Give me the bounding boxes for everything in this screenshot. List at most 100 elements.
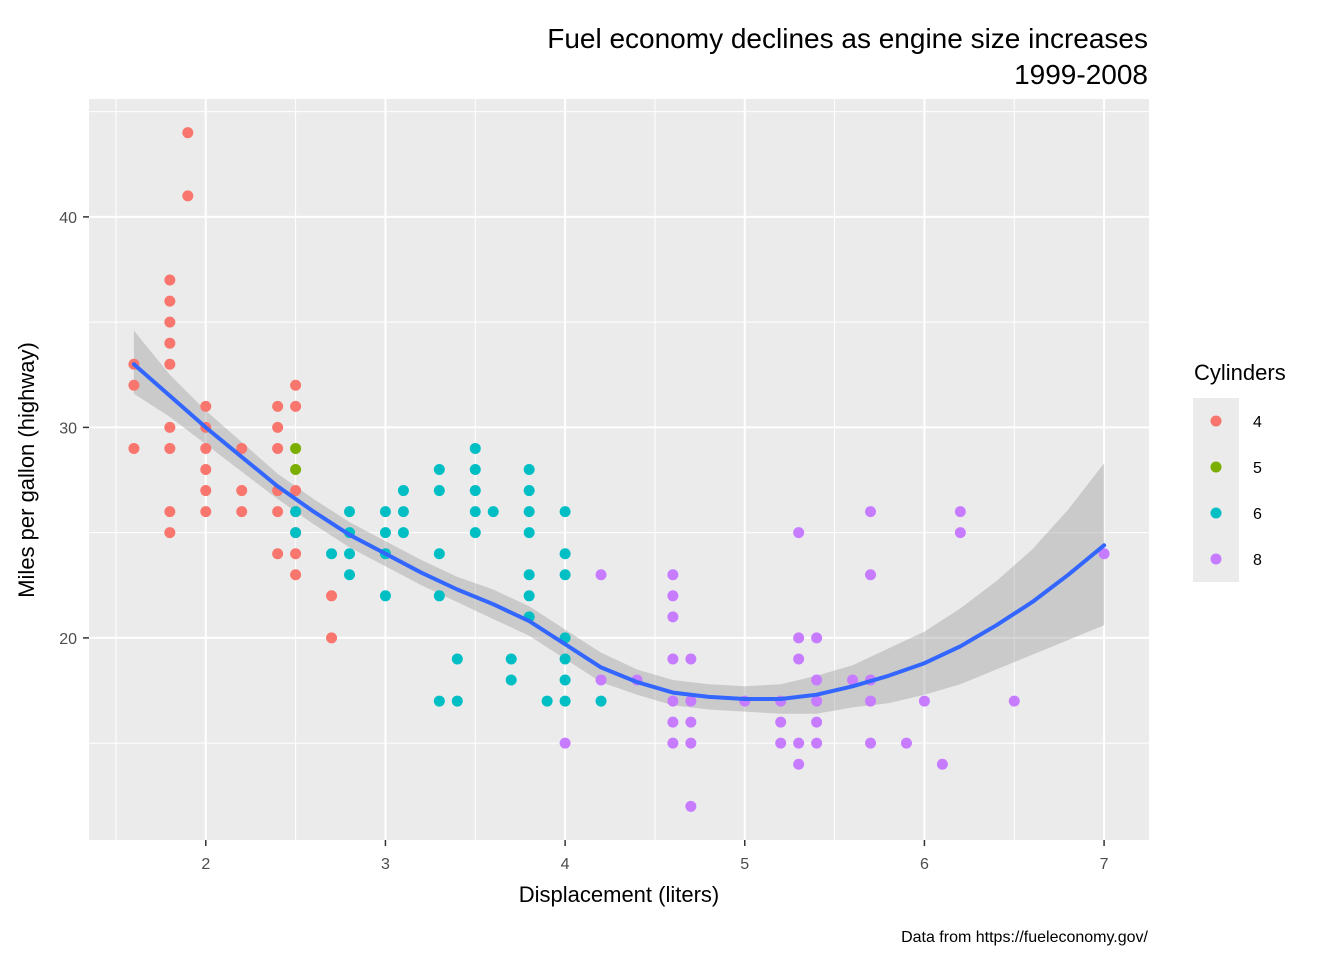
data-point-cyl-4 — [128, 442, 140, 454]
data-point-cyl-6 — [397, 506, 409, 518]
data-point-cyl-8 — [775, 737, 787, 749]
data-point-cyl-8 — [667, 653, 679, 665]
data-point-cyl-4 — [128, 379, 140, 391]
legend-label: 4 — [1253, 414, 1262, 431]
data-point-cyl-6 — [326, 548, 338, 560]
data-point-cyl-6 — [523, 569, 535, 581]
data-point-cyl-6 — [559, 653, 571, 665]
data-point-cyl-6 — [397, 527, 409, 539]
data-point-cyl-4 — [200, 464, 212, 475]
data-point-cyl-8 — [811, 737, 823, 749]
data-point-cyl-8 — [793, 632, 805, 644]
data-point-cyl-8 — [595, 674, 607, 686]
y-axis: 20 30 40 — [59, 210, 89, 648]
data-point-cyl-4 — [236, 442, 248, 454]
legend: Cylinders 4 5 6 8 — [1193, 360, 1286, 582]
data-point-cyl-6 — [505, 653, 517, 665]
data-point-cyl-6 — [559, 506, 571, 518]
x-tick-label: 6 — [920, 856, 929, 873]
legend-label: 8 — [1253, 552, 1262, 569]
data-point-cyl-8 — [667, 737, 679, 749]
data-point-cyl-6 — [290, 506, 302, 518]
data-point-cyl-8 — [918, 695, 930, 707]
y-tick-label: 40 — [59, 210, 77, 227]
data-point-cyl-8 — [667, 569, 679, 581]
x-axis-title: Displacement (liters) — [519, 882, 720, 907]
data-point-cyl-6 — [433, 548, 445, 560]
data-point-cyl-6 — [397, 485, 409, 497]
data-point-cyl-4 — [164, 337, 176, 349]
y-tick-label: 30 — [59, 420, 77, 437]
data-point-cyl-6 — [523, 506, 535, 518]
data-point-cyl-4 — [290, 379, 302, 391]
data-point-cyl-4 — [164, 506, 176, 518]
data-point-cyl-8 — [936, 758, 948, 770]
data-point-cyl-4 — [164, 358, 176, 370]
data-point-cyl-6 — [344, 548, 356, 560]
legend-keys: 4 5 6 8 — [1193, 398, 1262, 582]
data-point-cyl-8 — [954, 506, 966, 518]
data-point-cyl-6 — [379, 506, 391, 518]
smooth-line-layer — [131, 362, 1107, 701]
data-point-cyl-8 — [685, 737, 697, 749]
data-point-cyl-4 — [182, 190, 194, 202]
data-point-cyl-8 — [954, 527, 966, 539]
data-point-cyl-8 — [847, 674, 859, 686]
data-point-cyl-6 — [344, 569, 356, 581]
x-tick-label: 3 — [381, 856, 390, 873]
y-tick-label: 20 — [59, 631, 77, 648]
data-point-cyl-8 — [793, 758, 805, 770]
data-point-cyl-6 — [559, 548, 571, 560]
data-point-cyl-4 — [200, 506, 212, 518]
data-point-cyl-8 — [865, 695, 877, 707]
plot-panel — [89, 99, 1149, 840]
chart-subtitle: 1999-2008 — [1014, 59, 1148, 90]
smooth-line — [131, 362, 1107, 701]
data-point-cyl-4 — [290, 548, 302, 560]
data-point-cyl-6 — [469, 485, 481, 497]
data-point-cyl-8 — [793, 527, 805, 539]
data-point-cyl-6 — [379, 590, 391, 602]
data-point-cyl-6 — [469, 527, 481, 539]
data-point-cyl-8 — [559, 737, 571, 749]
data-point-cyl-8 — [811, 674, 823, 686]
data-point-cyl-6 — [433, 695, 445, 707]
data-point-cyl-4 — [326, 590, 338, 602]
data-point-cyl-4 — [164, 421, 176, 433]
data-point-cyl-8 — [595, 569, 607, 581]
legend-key-6 — [1210, 507, 1222, 519]
data-point-cyl-4 — [290, 485, 302, 497]
data-point-cyl-8 — [667, 716, 679, 728]
data-point-cyl-6 — [469, 442, 481, 454]
data-point-cyl-4 — [272, 506, 284, 518]
data-point-cyl-6 — [595, 695, 607, 707]
data-point-cyl-6 — [379, 527, 391, 539]
data-point-cyl-8 — [811, 632, 823, 644]
data-point-cyl-4 — [236, 485, 248, 497]
data-point-cyl-8 — [865, 506, 877, 518]
data-point-cyl-6 — [541, 695, 553, 707]
data-point-cyl-6 — [433, 485, 445, 497]
data-point-cyl-8 — [685, 800, 697, 812]
data-point-cyl-6 — [505, 674, 517, 686]
data-point-cyl-6 — [559, 695, 571, 707]
data-point-cyl-6 — [523, 527, 535, 539]
y-axis-title: Miles per gallon (highway) — [14, 342, 39, 598]
data-point-cyl-8 — [793, 737, 805, 749]
data-point-cyl-6 — [433, 590, 445, 602]
data-point-cyl-4 — [164, 274, 176, 286]
data-point-cyl-6 — [559, 674, 571, 686]
data-point-cyl-4 — [200, 442, 212, 454]
x-axis: 2 3 4 5 6 7 — [201, 840, 1109, 873]
data-point-cyl-6 — [523, 485, 535, 497]
data-point-cyl-8 — [865, 569, 877, 581]
data-point-cyl-4 — [290, 569, 302, 581]
legend-key-8 — [1210, 553, 1222, 565]
legend-key-5 — [1210, 461, 1222, 473]
data-point-cyl-6 — [523, 590, 535, 602]
data-point-cyl-8 — [811, 695, 823, 707]
data-point-cyl-8 — [1008, 695, 1020, 707]
data-point-cyl-4 — [326, 632, 338, 644]
data-point-cyl-8 — [685, 716, 697, 728]
